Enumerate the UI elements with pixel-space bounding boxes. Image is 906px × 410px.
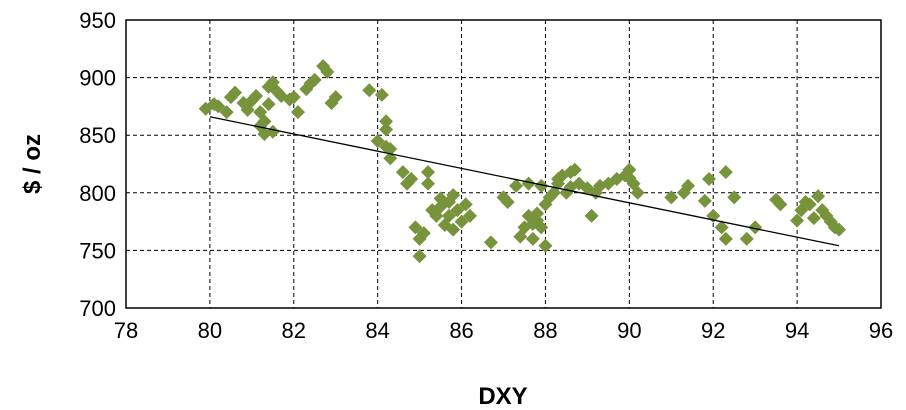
- data-point: [718, 231, 733, 246]
- x-tick-label: 82: [282, 318, 306, 343]
- y-tick-label: 800: [79, 181, 116, 206]
- x-tick-label: 88: [533, 318, 557, 343]
- data-point: [441, 208, 456, 223]
- x-tick-label: 92: [701, 318, 725, 343]
- data-point: [404, 171, 419, 186]
- data-point: [379, 114, 394, 129]
- data-point: [630, 185, 645, 200]
- data-point: [509, 178, 524, 193]
- data-point: [584, 208, 599, 223]
- data-point: [446, 188, 461, 203]
- data-point: [228, 85, 243, 100]
- data-point: [290, 105, 305, 120]
- data-point: [421, 165, 435, 180]
- data-point: [500, 195, 515, 210]
- data-point: [714, 220, 729, 235]
- x-tick-label: 96: [869, 318, 893, 343]
- data-point: [521, 176, 536, 191]
- data-point: [525, 231, 540, 246]
- data-point: [374, 87, 389, 102]
- data-point: [748, 220, 763, 235]
- data-point: [622, 162, 637, 177]
- gridlines: [126, 20, 881, 308]
- data-point: [681, 178, 696, 193]
- plot-area: [125, 19, 882, 309]
- data-point: [408, 220, 423, 235]
- data-point: [244, 93, 259, 108]
- data-point: [811, 189, 826, 204]
- data-point: [261, 97, 276, 112]
- data-point: [219, 105, 234, 120]
- data-point: [362, 83, 377, 98]
- data-point: [379, 122, 394, 137]
- data-point: [249, 89, 264, 104]
- y-tick-label: 950: [79, 8, 116, 33]
- x-tick-label: 94: [785, 318, 809, 343]
- x-tick-label: 84: [365, 318, 389, 343]
- y-axis-tick-labels: 700 750 800 850 900 950: [79, 8, 116, 321]
- data-point: [450, 203, 465, 218]
- y-tick-label: 850: [79, 123, 116, 148]
- x-axis-title: DXY: [478, 383, 527, 410]
- x-tick-label: 78: [114, 318, 138, 343]
- data-point: [483, 235, 498, 250]
- x-tick-label: 90: [617, 318, 641, 343]
- data-point: [416, 226, 431, 241]
- data-point: [727, 190, 742, 205]
- data-point: [395, 165, 410, 180]
- y-tick-label: 700: [79, 296, 116, 321]
- data-point: [454, 214, 469, 229]
- data-point: [567, 162, 582, 177]
- data-point: [370, 133, 385, 148]
- data-point: [534, 178, 549, 193]
- data-point: [530, 206, 545, 221]
- data-point: [412, 249, 427, 264]
- data-point: [664, 190, 679, 205]
- data-point: [718, 165, 733, 180]
- data-point: [739, 231, 754, 246]
- data-point: [320, 64, 335, 79]
- trend-line: [209, 116, 840, 247]
- data-point: [702, 171, 717, 186]
- x-tick-label: 86: [449, 318, 473, 343]
- data-point: [534, 220, 549, 235]
- data-point: [211, 99, 226, 114]
- data-point: [421, 176, 435, 191]
- data-point: [806, 211, 821, 226]
- x-axis-tick-labels: 78 80 82 84 86 88 90 92 94 96: [114, 318, 893, 343]
- data-point: [286, 90, 301, 105]
- data-point: [832, 222, 847, 237]
- data-point: [773, 197, 788, 212]
- data-point: [462, 208, 477, 223]
- data-point: [265, 124, 280, 139]
- y-tick-label: 750: [79, 238, 116, 263]
- data-point: [458, 197, 473, 212]
- data-point: [538, 238, 553, 253]
- data-point: [790, 213, 805, 228]
- data-point: [328, 90, 343, 105]
- data-point: [697, 193, 712, 208]
- data-points: [198, 59, 847, 264]
- y-tick-label: 900: [79, 66, 116, 91]
- y-axis-title: $ / oz: [19, 134, 46, 194]
- data-point: [307, 72, 322, 87]
- data-point: [257, 114, 272, 129]
- data-point: [802, 197, 817, 212]
- data-point: [446, 222, 461, 237]
- x-tick-label: 80: [198, 318, 222, 343]
